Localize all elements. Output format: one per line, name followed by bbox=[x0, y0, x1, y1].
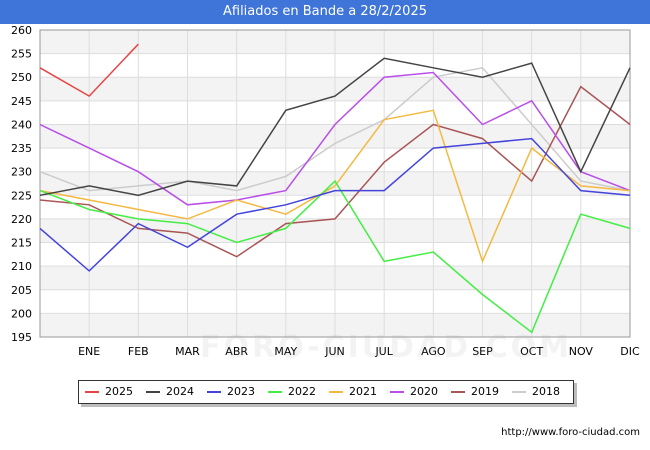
y-tick-label: 230 bbox=[11, 166, 32, 179]
x-tick-label: ENE bbox=[78, 345, 100, 358]
legend-swatch bbox=[512, 391, 526, 393]
x-tick-label: AGO bbox=[421, 345, 446, 358]
y-tick-label: 245 bbox=[11, 95, 32, 108]
x-tick-label: FEB bbox=[128, 345, 149, 358]
legend-label: 2021 bbox=[349, 385, 377, 398]
series-line-2024 bbox=[39, 57, 631, 197]
y-tick-label: 240 bbox=[11, 118, 32, 131]
legend-item-2018: 2018 bbox=[512, 381, 560, 403]
y-tick-label: 215 bbox=[11, 237, 32, 250]
y-tick-label: 200 bbox=[11, 307, 32, 320]
y-tick-label: 195 bbox=[11, 331, 32, 344]
series-line-2023 bbox=[39, 137, 631, 272]
legend-swatch bbox=[146, 391, 160, 393]
legend-label: 2020 bbox=[410, 385, 438, 398]
legend-label: 2022 bbox=[288, 385, 316, 398]
series-line-2025 bbox=[39, 43, 139, 98]
x-tick-label: ABR bbox=[225, 345, 248, 358]
y-tick-label: 210 bbox=[11, 260, 32, 273]
y-tick-label: 205 bbox=[11, 284, 32, 297]
legend-swatch bbox=[85, 391, 99, 393]
legend-item-2019: 2019 bbox=[451, 381, 499, 403]
plot-border bbox=[39, 29, 631, 338]
x-tick-label: OCT bbox=[520, 345, 543, 358]
series-line-2022 bbox=[39, 179, 631, 334]
legend-label: 2023 bbox=[227, 385, 255, 398]
series-line-2018 bbox=[39, 66, 631, 192]
legend-item-2025: 2025 bbox=[85, 381, 133, 403]
watermark-text: FORO-CIUDAD.COM bbox=[200, 330, 572, 365]
y-tick-label: 255 bbox=[11, 48, 32, 61]
legend-label: 2024 bbox=[166, 385, 194, 398]
chart-title: Afiliados en Bande a 28/2/2025 bbox=[0, 0, 650, 24]
legend-item-2020: 2020 bbox=[390, 381, 438, 403]
x-tick-label: MAR bbox=[175, 345, 200, 358]
legend-label: 2019 bbox=[471, 385, 499, 398]
y-tick-label: 225 bbox=[11, 189, 32, 202]
legend-swatch bbox=[451, 391, 465, 393]
source-url[interactable]: http://www.foro-ciudad.com bbox=[501, 427, 640, 438]
series-line-2021 bbox=[39, 109, 631, 264]
x-tick-label: MAY bbox=[274, 345, 297, 358]
legend-label: 2025 bbox=[105, 385, 133, 398]
legend-swatch bbox=[207, 391, 221, 393]
legend-swatch bbox=[390, 391, 404, 393]
y-tick-label: 250 bbox=[11, 71, 32, 84]
legend-label: 2018 bbox=[532, 385, 560, 398]
legend-item-2022: 2022 bbox=[268, 381, 316, 403]
legend-item-2023: 2023 bbox=[207, 381, 255, 403]
legend-item-2021: 2021 bbox=[329, 381, 377, 403]
y-tick-label: 235 bbox=[11, 142, 32, 155]
series-line-2019 bbox=[39, 85, 631, 258]
legend-swatch bbox=[268, 391, 282, 393]
x-tick-label: NOV bbox=[569, 345, 594, 358]
series-line-2020 bbox=[39, 71, 631, 206]
y-tick-label: 260 bbox=[11, 24, 32, 37]
legend-swatch bbox=[329, 391, 343, 393]
x-tick-label: DIC bbox=[620, 345, 640, 358]
y-tick-label: 220 bbox=[11, 213, 32, 226]
x-tick-label: JUL bbox=[374, 345, 393, 358]
legend-item-2024: 2024 bbox=[146, 381, 194, 403]
x-tick-label: SEP bbox=[472, 345, 493, 358]
chart-legend: 2025 2024 2023 2022 2021 2020 2019 2018 bbox=[78, 380, 574, 404]
x-tick-label: JUN bbox=[324, 345, 345, 358]
